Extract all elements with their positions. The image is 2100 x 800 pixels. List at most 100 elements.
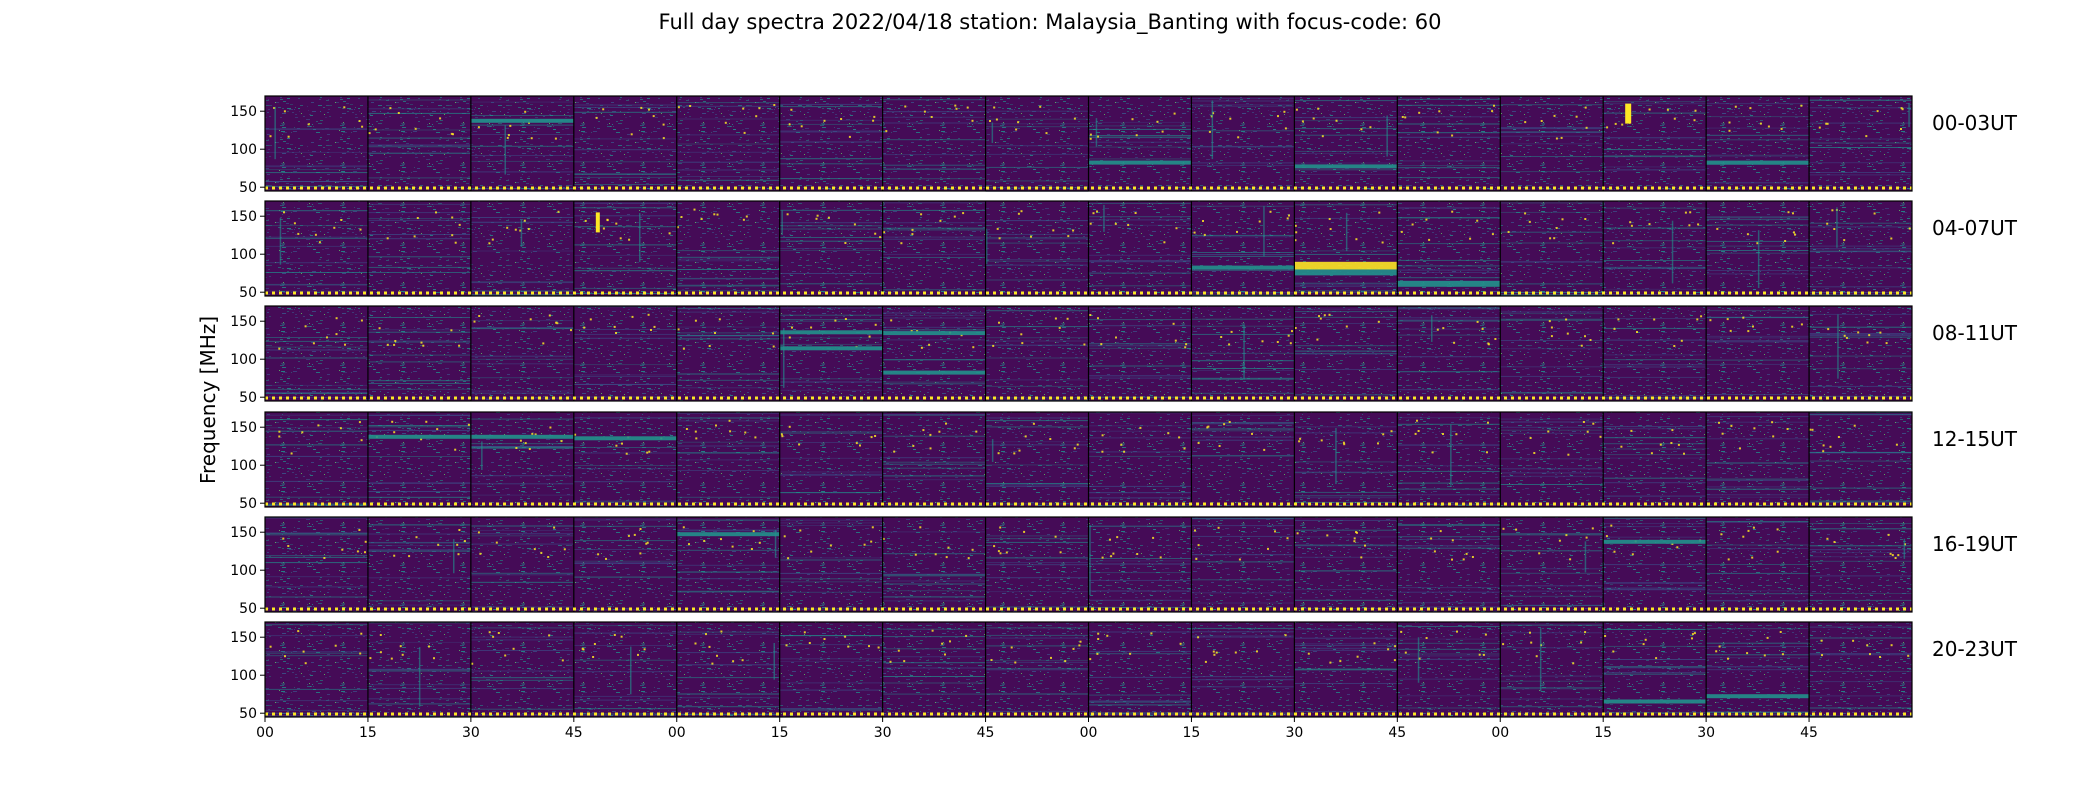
x-tick-label: 00 (1491, 725, 1509, 741)
spectrum-panel (676, 517, 780, 612)
y-tick-label: 100 (230, 352, 257, 368)
spectrum-panel (1088, 622, 1192, 717)
chart-title: Full day spectra 2022/04/18 station: Mal… (658, 10, 1442, 34)
row-label: 20-23UT (1932, 637, 2018, 661)
spectra-row-00-03UT: 50 100 150 00-03UT (230, 95, 2018, 196)
emission-band (779, 346, 883, 351)
x-tick-label: 30 (462, 725, 480, 741)
spectrum-panel (1706, 622, 1810, 717)
x-tick-label: 30 (874, 725, 892, 741)
spectrum-panel (779, 96, 883, 191)
spectrum-panel (367, 517, 471, 612)
spectrum-panel (1191, 306, 1295, 401)
burst-mark (1625, 103, 1632, 124)
emission-band (882, 370, 986, 375)
y-tick-label: 50 (239, 285, 257, 301)
spectrum-panel (1603, 96, 1707, 191)
row-label: 12-15UT (1932, 427, 2018, 451)
spectrum-panel (1294, 622, 1398, 717)
spectrum-panel (1294, 201, 1398, 296)
spectra-row-04-07UT: 50 100 150 04-07UT (230, 200, 2018, 301)
emission-band (470, 434, 574, 439)
emission-band (1294, 261, 1398, 270)
spectrum-panel (573, 622, 677, 717)
spectrum-panel (1603, 306, 1707, 401)
spectrum-panel (1706, 306, 1810, 401)
x-tick-label: 00 (1080, 725, 1098, 741)
y-tick-label: 50 (239, 390, 257, 406)
spectrum-panel (1603, 201, 1707, 296)
spectrum-panel (1706, 517, 1810, 612)
spectrum-panel (1809, 201, 1912, 296)
spectrum-panel (1294, 517, 1398, 612)
spectrum-panel (1500, 306, 1604, 401)
spectrum-panel (882, 412, 986, 507)
y-tick-label: 50 (239, 180, 257, 196)
spectrum-panel (1809, 306, 1912, 401)
spectrum-panel (985, 96, 1089, 192)
emission-band (1294, 164, 1398, 169)
emission-band (1397, 280, 1501, 287)
y-tick-label: 150 (230, 420, 257, 436)
row-label: 08-11UT (1932, 321, 2018, 345)
y-tick-label: 100 (230, 458, 257, 474)
spectrum-panel (985, 622, 1089, 717)
spectrum-panel (573, 517, 677, 612)
spectrum-panel (470, 201, 574, 296)
y-tick-label: 150 (230, 630, 257, 646)
x-tick-label: 45 (1388, 725, 1406, 741)
spectrum-panel (367, 201, 471, 297)
emission-band (1294, 269, 1398, 276)
emission-band (1191, 265, 1295, 270)
spectrum-panel (470, 412, 574, 507)
emission-band (676, 532, 780, 537)
emission-band (1706, 694, 1810, 699)
spectrum-panel (1397, 96, 1501, 191)
spectrum-panel (676, 96, 780, 191)
spectrum-panel (573, 412, 677, 508)
spectrum-panel (1706, 96, 1810, 192)
spectrum-panel (265, 96, 368, 191)
spectrum-panel (265, 306, 368, 401)
spectrum-panel (1706, 412, 1810, 507)
spectrum-panel (1397, 306, 1501, 401)
spectrum-panel (882, 306, 986, 401)
emission-band (573, 436, 677, 441)
x-tick-label: 15 (771, 725, 789, 741)
spectra-row-16-19UT: 50 100 150 16-19UT (230, 516, 2018, 617)
spectrum-panel (1603, 412, 1707, 507)
row-label: 16-19UT (1932, 532, 2018, 556)
spectrum-panel (985, 306, 1089, 401)
spectrum-panel (676, 412, 780, 507)
spectrum-panel (470, 96, 574, 191)
spectrum-panel (985, 517, 1089, 612)
x-tick-label: 30 (1285, 725, 1303, 741)
spectrum-panel (265, 622, 368, 717)
row-label: 00-03UT (1932, 111, 2018, 135)
y-tick-label: 100 (230, 142, 257, 158)
emission-band (779, 330, 883, 335)
spectrum-panel (1397, 412, 1501, 507)
spectrum-panel (1500, 517, 1604, 612)
spectrum-panel (779, 412, 883, 507)
spectrum-panel (1294, 412, 1398, 508)
spectrum-panel (367, 622, 471, 718)
spectrum-panel (1088, 412, 1192, 507)
spectrum-panel (367, 96, 471, 191)
emission-band (1603, 539, 1707, 544)
spectrum-panel (882, 96, 986, 191)
spectrum-panel (470, 517, 574, 612)
spectrum-panel (1294, 96, 1398, 191)
x-tick-label: 15 (1183, 725, 1201, 741)
spectrum-panel (1191, 201, 1295, 296)
y-tick-label: 150 (230, 104, 257, 120)
spectrum-panel (573, 201, 677, 296)
spectra-row-20-23UT: 50 100 150 20-23UT (230, 621, 2018, 722)
spectrum-panel (1397, 622, 1501, 717)
spectrum-panel (1809, 622, 1912, 718)
y-tick-label: 150 (230, 314, 257, 330)
spectrum-panel (1809, 412, 1912, 507)
spectrum-panel (470, 622, 574, 717)
spectrum-panel (882, 622, 986, 717)
